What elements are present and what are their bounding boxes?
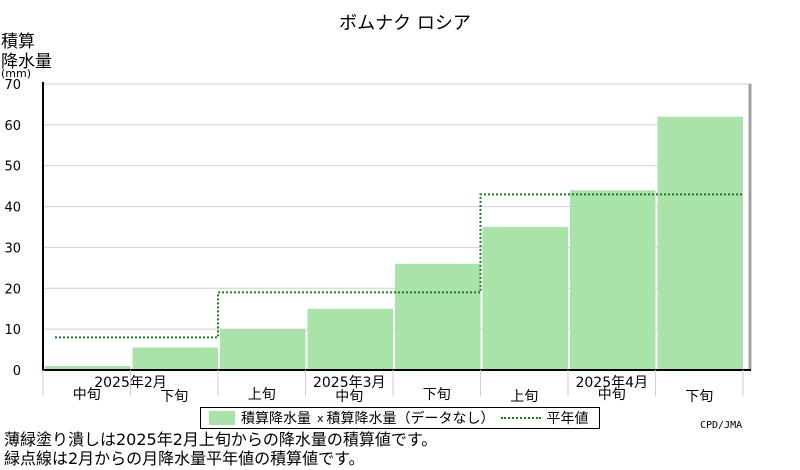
x-period-label-4: 中旬 — [335, 389, 363, 405]
y-tick-label-40: 40 — [4, 201, 21, 216]
bars — [45, 116, 743, 370]
y-tick-label-70: 70 — [4, 78, 21, 93]
x-period-label-2: 下旬 — [160, 389, 188, 405]
y-tick-label-20: 20 — [4, 282, 21, 297]
bar-5 — [395, 263, 481, 370]
bar-2 — [132, 347, 218, 370]
x-month-label-1: 2025年2月 — [94, 375, 167, 391]
y-axis-label: 積算降水量(mm) — [1, 32, 52, 80]
note-line-2: 緑点線は2月からの月降水量平年値の積算値です。 — [4, 449, 365, 468]
legend-swatch-bar — [209, 411, 235, 425]
legend-missing-marker: x — [317, 411, 324, 425]
y-tick-labels: 0 10 20 30 40 50 60 70 — [4, 78, 21, 379]
y-tick-label-50: 50 — [4, 160, 21, 175]
bar-6 — [482, 227, 568, 370]
bar-8 — [657, 116, 743, 370]
bar-1 — [45, 365, 131, 370]
y-axis-label-line-2: 降水量 — [1, 52, 52, 72]
bar-3 — [220, 329, 306, 370]
y-tick-label-60: 60 — [4, 119, 21, 134]
x-period-label-1: 中旬 — [73, 387, 101, 403]
legend-bar-label: 積算降水量 — [241, 411, 311, 427]
x-period-label-6: 上旬 — [510, 389, 538, 405]
y-axis-label-line-1: 積算 — [1, 32, 35, 52]
chart: ボムナク ロシア 積算降水量(mm) 0 10 20 30 40 50 60 70 中旬 下旬 上… — [1, 13, 752, 405]
x-period-label-5: 下旬 — [423, 387, 451, 403]
x-period-label-8: 下旬 — [685, 389, 713, 405]
y-axis-label-line-3: (mm) — [1, 67, 31, 80]
legend: 積算降水量 x 積算降水量（データなし） 平年値 — [200, 407, 600, 429]
notes: 薄緑塗り潰しは2025年2月上旬からの降水量の積算値です。 緑点線は2月からの月… — [4, 430, 437, 468]
x-period-label-3: 上旬 — [248, 387, 276, 403]
x-month-label-3: 2025年4月 — [575, 375, 648, 391]
x-period-label-7: 中旬 — [598, 387, 626, 403]
y-tick-label-0: 0 — [13, 364, 21, 379]
legend-normal-label: 平年値 — [546, 411, 589, 427]
legend-missing-label: 積算降水量（データなし） — [326, 411, 495, 427]
credit: CPD/JMA — [700, 420, 743, 431]
plot-frame — [42, 82, 752, 396]
chart-title: ボムナク ロシア — [339, 13, 471, 34]
y-tick-label-30: 30 — [4, 241, 21, 256]
x-month-label-2: 2025年3月 — [313, 375, 386, 391]
legend-normal-line — [500, 417, 541, 419]
normal-line-path — [55, 193, 743, 339]
note-line-1: 薄緑塗り潰しは2025年2月上旬からの降水量の積算値です。 — [4, 430, 438, 449]
normal-line — [55, 193, 743, 339]
y-tick-label-10: 10 — [4, 323, 21, 338]
bar-7 — [570, 190, 656, 370]
bar-4 — [307, 308, 393, 370]
